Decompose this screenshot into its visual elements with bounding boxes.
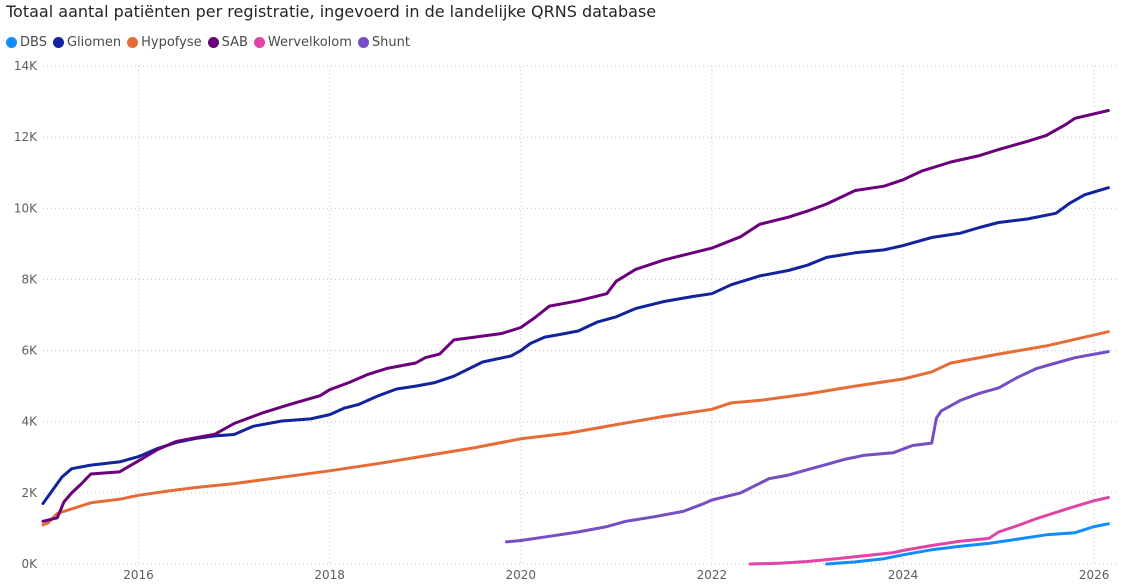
series-line-shunt[interactable] [504,350,1110,544]
x-tick-label: 2024 [888,568,919,582]
legend-label: Wervelkolom [267,34,352,50]
legend-item-wervelkolom[interactable]: Wervelkolom [253,34,352,50]
series-line-hypofyse[interactable] [41,330,1110,527]
legend-label: Shunt [371,34,410,50]
y-tick-label: 2K [21,486,38,500]
legend-label: Gliomen [66,34,122,50]
legend-label: Hypofyse [141,34,202,50]
legend-dot-icon [207,36,219,48]
x-tick-label: 2026 [1079,568,1110,582]
legend-label: DBS [20,34,47,50]
series-lines[interactable] [41,109,1110,566]
y-axis: 0K 2K 4K 6K 8K 10K 12K 14K [14,59,38,571]
x-tick-label: 2020 [506,568,537,582]
legend-dot-icon [6,36,17,48]
series-line-sab[interactable] [41,109,1110,523]
legend-item-hypofyse[interactable]: Hypofyse [127,35,202,50]
y-tick-label: 10K [14,201,38,215]
series-line-dbs[interactable] [825,522,1110,566]
x-tick-label: 2018 [314,568,345,582]
legend-dot-icon [127,36,139,48]
series-line-wervelkolom[interactable] [748,496,1110,566]
legend-dot-icon [52,36,64,48]
legend-label: SAB [221,34,248,50]
chart-title: Totaal aantal patiënten per registratie,… [6,2,657,21]
x-tick-label: 2016 [123,568,154,582]
legend-dot-icon [357,36,369,48]
legend-item-dbs[interactable]: DBS [6,35,47,50]
x-tick-label: 2022 [697,568,728,582]
chart-legend[interactable]: DBS Gliomen Hypofyse SAB Wervelkolom Shunt [6,33,416,51]
y-tick-label: 4K [21,415,38,429]
grid [43,65,1118,565]
y-tick-label: 6K [21,344,38,358]
series-line-gliomen[interactable] [41,186,1110,505]
y-tick-label: 8K [21,272,38,286]
y-tick-label: 0K [21,557,38,571]
x-axis: 2016 2018 2020 2022 2024 2026 [123,568,1109,582]
legend-item-shunt[interactable]: Shunt [357,34,410,50]
y-tick-label: 12K [14,130,38,144]
y-tick-label: 14K [14,59,38,73]
legend-item-gliomen[interactable]: Gliomen [52,34,122,50]
legend-item-sab[interactable]: SAB [207,34,248,50]
legend-dot-icon [253,36,265,48]
